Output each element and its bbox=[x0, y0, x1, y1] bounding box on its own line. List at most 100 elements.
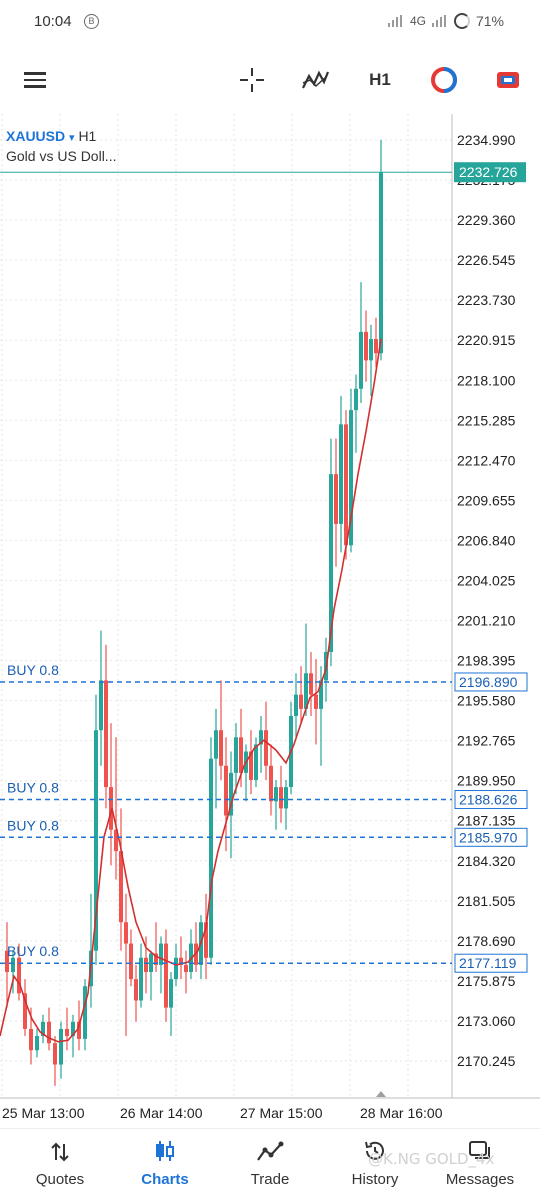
candle bbox=[53, 1036, 57, 1086]
candle-body bbox=[209, 758, 213, 958]
current-price-tag bbox=[454, 162, 526, 183]
candle-body bbox=[309, 673, 313, 695]
candle-body bbox=[219, 730, 223, 766]
candle-body bbox=[269, 765, 273, 802]
time-tick-label: 25 Mar 13:00 bbox=[2, 1105, 85, 1121]
candle-body bbox=[17, 957, 21, 994]
candle bbox=[209, 737, 213, 965]
candle bbox=[164, 929, 168, 1022]
candle bbox=[294, 673, 298, 738]
order-price-tag bbox=[454, 827, 528, 847]
candle-body bbox=[77, 1021, 81, 1039]
candle bbox=[109, 723, 113, 866]
candle bbox=[369, 324, 373, 396]
candle bbox=[5, 922, 9, 1008]
candle-body bbox=[229, 772, 233, 816]
battery-label: 71% bbox=[475, 13, 504, 29]
order-label: BUY 0.8 bbox=[7, 817, 59, 833]
candle bbox=[59, 1021, 63, 1079]
network-label: 4G bbox=[409, 14, 426, 28]
tab-trade[interactable]: Trade bbox=[216, 1129, 324, 1201]
candle bbox=[194, 922, 198, 973]
order-label: BUY 0.8 bbox=[7, 943, 59, 959]
chart-area[interactable]: 2234.9902232.1752229.3602226.5452223.730… bbox=[0, 114, 540, 1124]
candle-body bbox=[364, 331, 368, 361]
tab-messages[interactable]: Messages bbox=[426, 1129, 534, 1201]
time-tick-label: 28 Mar 16:00 bbox=[360, 1105, 443, 1121]
candle-body bbox=[239, 737, 243, 773]
candle-body bbox=[214, 730, 218, 759]
price-chart[interactable]: 2234.9902232.1752229.3602226.5452223.730… bbox=[0, 114, 540, 1124]
candle-body bbox=[284, 787, 288, 809]
candle-body bbox=[359, 331, 363, 389]
tab-history[interactable]: History bbox=[321, 1129, 429, 1201]
tab-quotes[interactable]: Quotes bbox=[6, 1129, 114, 1201]
symbol-dropdown-icon[interactable]: ▾ bbox=[69, 132, 75, 144]
candle bbox=[254, 737, 258, 788]
menu-icon[interactable] bbox=[20, 60, 50, 100]
candle bbox=[224, 737, 228, 852]
candle-body bbox=[53, 1043, 57, 1065]
one-click-trading-icon[interactable] bbox=[428, 60, 460, 100]
candle bbox=[349, 388, 353, 553]
messages-icon bbox=[426, 1129, 534, 1163]
candle-body bbox=[83, 986, 87, 1039]
tab-charts[interactable]: Charts bbox=[111, 1129, 219, 1201]
price-tick-label: 2178.690 bbox=[457, 933, 516, 949]
candle-body bbox=[159, 943, 163, 965]
scroll-marker-icon bbox=[376, 1091, 386, 1097]
candle bbox=[35, 1028, 39, 1058]
candle-body bbox=[124, 922, 128, 944]
candle bbox=[83, 979, 87, 1051]
crosshair-icon[interactable] bbox=[236, 60, 268, 100]
order-price-tag bbox=[454, 790, 528, 810]
tab-messages-label: Messages bbox=[445, 1171, 515, 1188]
order-price-label: 2177.119 bbox=[459, 955, 517, 971]
candle-body bbox=[254, 744, 258, 780]
candle-body bbox=[224, 765, 228, 816]
symbol-name: XAUUSD bbox=[6, 128, 66, 144]
chart-toolbar: H1 bbox=[0, 46, 540, 114]
tab-charts-label: Charts bbox=[141, 1171, 189, 1188]
symbol-header[interactable]: XAUUSD ▾ H1 bbox=[6, 128, 96, 144]
indicators-icon[interactable] bbox=[298, 60, 332, 100]
trade-icon[interactable] bbox=[492, 60, 524, 100]
candle bbox=[344, 410, 348, 560]
candle-body bbox=[149, 953, 153, 973]
candle-body bbox=[329, 474, 333, 652]
history-icon bbox=[321, 1129, 429, 1163]
candle-body bbox=[114, 829, 118, 852]
current-price-label: 2232.726 bbox=[459, 164, 518, 180]
candle-body bbox=[104, 680, 108, 788]
candle bbox=[179, 936, 183, 980]
candle-body bbox=[299, 694, 303, 709]
candle bbox=[119, 808, 123, 951]
order-price-tag bbox=[454, 672, 528, 692]
tab-trade-label: Trade bbox=[250, 1171, 290, 1188]
candle bbox=[204, 893, 208, 980]
price-tick-label: 2198.395 bbox=[457, 653, 516, 669]
symbol-timeframe: H1 bbox=[78, 128, 97, 144]
candle-body bbox=[179, 957, 183, 965]
candle bbox=[114, 737, 118, 880]
charts-icon bbox=[111, 1129, 219, 1163]
price-tick-label: 2181.505 bbox=[457, 893, 516, 909]
moving-average-line bbox=[0, 338, 382, 1043]
price-tick-label: 2184.320 bbox=[457, 853, 516, 869]
price-tick-label: 2201.210 bbox=[457, 613, 516, 629]
candle bbox=[23, 979, 27, 1037]
candle-body bbox=[319, 680, 323, 709]
candle bbox=[359, 282, 363, 404]
candle bbox=[214, 708, 218, 809]
timeframe-button[interactable]: H1 bbox=[369, 70, 391, 89]
candle-body bbox=[65, 1028, 69, 1037]
candle-body bbox=[259, 730, 263, 745]
candle bbox=[314, 659, 318, 745]
candle-body bbox=[204, 922, 208, 958]
candle bbox=[219, 680, 223, 780]
tab-history-label: History bbox=[351, 1171, 399, 1188]
candle-body bbox=[169, 979, 173, 1008]
candle bbox=[154, 922, 158, 973]
price-tick-label: 2226.545 bbox=[457, 252, 516, 268]
order-label: BUY 0.8 bbox=[7, 662, 59, 678]
